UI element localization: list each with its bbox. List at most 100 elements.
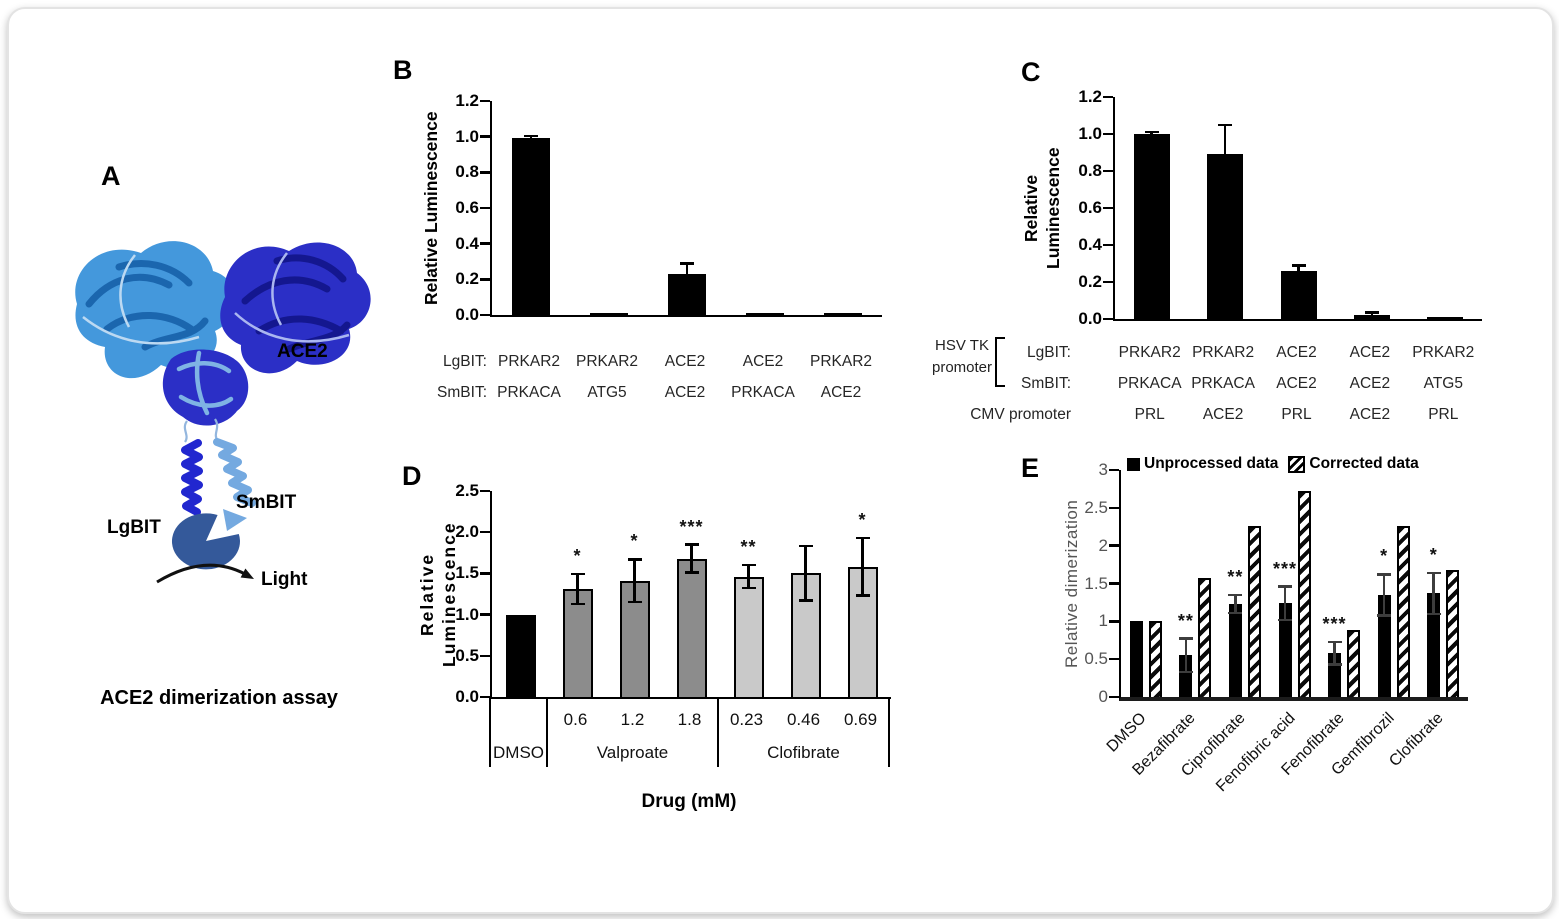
error-bar <box>1184 638 1188 673</box>
x-axis-category: ACE2 <box>820 384 862 401</box>
bar <box>1278 603 1292 697</box>
y-axis-tick-label: 2.0 <box>455 522 479 542</box>
y-axis-tick-label: 0.0 <box>455 305 479 324</box>
error-bar-cap <box>680 262 694 265</box>
lgbit-pie-icon <box>171 513 240 570</box>
legend-unprocessed-label: Unprocessed data <box>1144 455 1279 472</box>
y-axis-tick <box>480 99 490 103</box>
bar <box>1427 317 1464 319</box>
panel-c-y-axis-title-line1: Relative <box>1021 174 1041 242</box>
drug-group-label: Valproate <box>596 743 669 762</box>
significance-stars: * <box>573 546 582 567</box>
y-axis-tick-label: 0.6 <box>1078 198 1102 217</box>
error-bar-cap <box>627 558 642 561</box>
y-axis-tick-label: 1.0 <box>455 126 479 146</box>
error-bar <box>1333 641 1336 665</box>
x-axis-category: PRKAR2 <box>1192 344 1255 361</box>
smbit-label: SmBIT <box>236 492 297 513</box>
error-bar-cap <box>855 594 870 597</box>
x-axis-category: PRKAR2 <box>1412 344 1475 361</box>
y-axis-tick <box>1103 317 1113 321</box>
ace2-domain-right-icon <box>220 242 371 374</box>
error-bar-cap <box>1144 130 1159 134</box>
y-axis-tick-label: 0.4 <box>1078 235 1102 254</box>
figure-card: A <box>7 7 1554 914</box>
ace2-label: ACE2 <box>277 341 328 362</box>
panel-c-chart: 0.0 0.2 0.4 0.6 0.8 1.0 1.2 <box>1078 87 1482 328</box>
y-axis-tick-label: 0.2 <box>1078 272 1102 291</box>
y-axis-tick <box>1109 620 1119 623</box>
y-axis-tick-label: 1 <box>1098 611 1108 631</box>
error-bar <box>1382 574 1386 616</box>
error-bar-cap <box>1178 670 1193 674</box>
legend-item-corrected: Corrected data <box>1288 455 1419 473</box>
panel-a: A <box>49 149 389 759</box>
error-bar-cap <box>1364 316 1379 320</box>
error-bar <box>685 263 689 285</box>
panel-b: B Relative Luminescence 0.0 0.2 0.4 0.6 0.8 1… <box>387 45 927 435</box>
x-axis-category: ACE2 <box>1349 406 1391 423</box>
y-axis-tick-label: 1.2 <box>455 91 479 110</box>
panel-a-letter: A <box>101 161 121 191</box>
bar <box>505 614 536 697</box>
y-axis-tick-label: 2.5 <box>455 481 479 500</box>
hatched-swatch-icon <box>1288 455 1306 473</box>
y-axis-tick-label: 0.4 <box>455 233 479 253</box>
x-axis-category: PRKAR2 <box>497 353 561 370</box>
bar <box>1129 621 1143 697</box>
y-axis-tick-label: 2.5 <box>1084 497 1108 517</box>
significance-stars: * <box>858 509 867 530</box>
y-axis-tick <box>1103 280 1113 284</box>
error-bar-cap <box>1218 123 1233 126</box>
panel-c-letter: C <box>1021 57 1041 87</box>
x-axis-divider <box>887 697 891 767</box>
bar <box>590 313 628 315</box>
hsv-tk-promoter-label-line2: promoter <box>931 359 993 376</box>
error-bar-cap <box>684 543 699 546</box>
error-bar-cap <box>1228 611 1243 615</box>
error-bar-cap <box>1426 612 1441 616</box>
error-bar-cap <box>1278 618 1292 622</box>
solid-swatch-icon <box>1127 457 1140 471</box>
x-axis-category: PRL <box>1134 406 1165 423</box>
error-bar-cap <box>1291 264 1306 267</box>
error-bar-cap <box>680 283 694 286</box>
light-label: Light <box>261 569 308 590</box>
x-axis-divider <box>716 697 720 767</box>
error-bar-cap <box>684 571 699 574</box>
error-bar-cap <box>1327 640 1342 643</box>
x-axis-category: ACE2 <box>664 353 706 370</box>
y-axis-tick-label: 1.2 <box>1078 87 1102 106</box>
lgbit-label: LgBIT <box>107 517 161 538</box>
error-bar-cap <box>798 544 813 548</box>
bar <box>562 589 593 697</box>
x-axis-category: ACE2 <box>1202 406 1244 423</box>
panel-c: C Relative Luminescence 0.0 0.2 0.4 0.6 0.8 1.… <box>929 45 1549 445</box>
y-axis-tick <box>1109 544 1119 547</box>
error-bar-cap <box>1278 585 1292 588</box>
error-bar <box>861 537 864 596</box>
concentration-label: 1.2 <box>620 710 645 729</box>
y-axis-tick <box>1109 695 1119 699</box>
y-axis-tick <box>1109 506 1119 510</box>
significance-stars: *** <box>679 516 704 537</box>
significance-stars: * <box>630 531 639 552</box>
bar <box>746 313 784 315</box>
x-axis-category: PRL <box>1281 406 1312 423</box>
error-bar-cap <box>570 602 585 606</box>
error-bar-cap <box>855 536 870 540</box>
error-bar-cap <box>741 586 756 590</box>
y-axis-tick-label: 1.5 <box>455 563 479 583</box>
y-axis-tick <box>1109 582 1119 585</box>
bar <box>1280 270 1317 319</box>
panel-e-chart: 0 0.5 1 1.5 2 2.5 3 ** ** *** *** * * <box>1084 460 1468 706</box>
y-axis-tick <box>480 695 490 699</box>
panel-e-letter: E <box>1021 453 1040 483</box>
smbit-wedge-icon <box>223 509 247 531</box>
x-axis-row-label: LgBIT: <box>443 353 487 370</box>
significance-stars: * <box>1380 546 1389 567</box>
y-axis-tick-label: 0.8 <box>1078 161 1102 180</box>
y-axis-tick <box>480 278 490 281</box>
panel-b-letter: B <box>393 55 413 85</box>
